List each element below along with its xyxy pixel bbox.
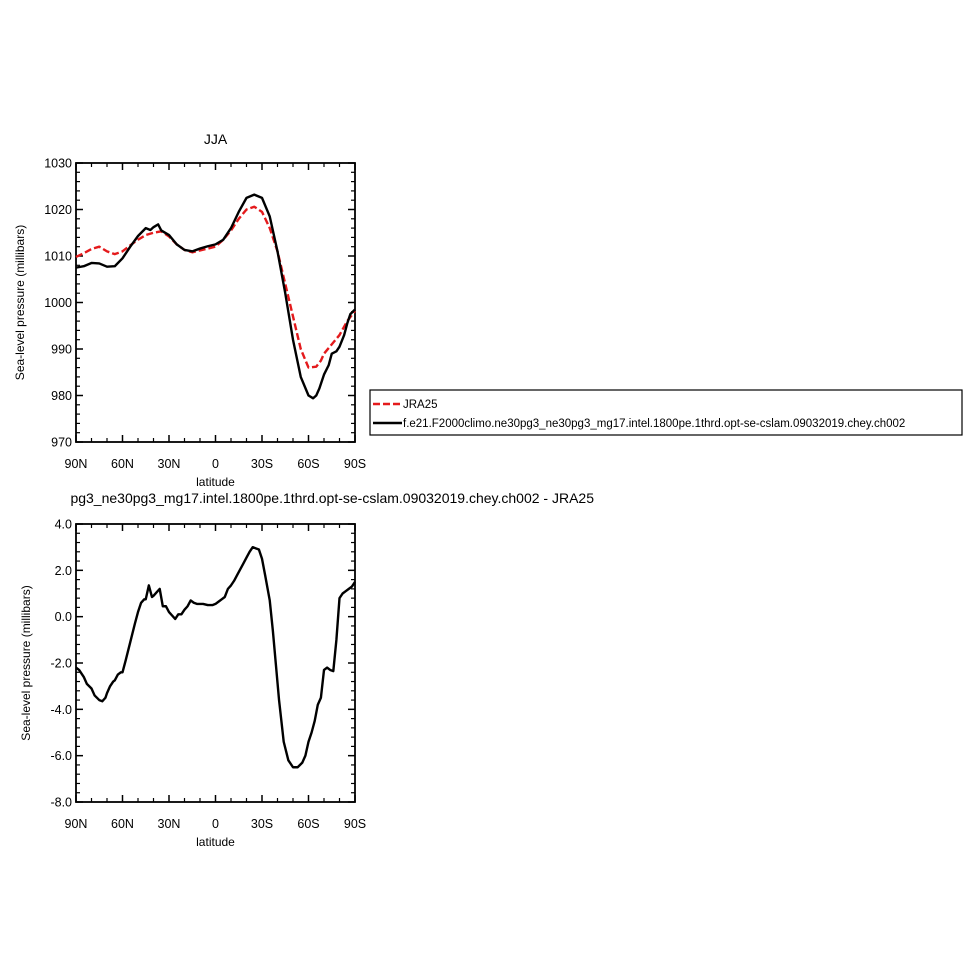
bottom-xtick-label: 30N xyxy=(158,817,181,831)
bottom-ytick-label: -4.0 xyxy=(50,703,72,717)
top-panel-frame xyxy=(75,162,356,443)
top-ytick-label: 1010 xyxy=(44,250,72,264)
legend-label-jra25: JRA25 xyxy=(403,399,438,411)
bottom-series-line-0 xyxy=(75,545,356,769)
bottom-ytick-label: -6.0 xyxy=(50,749,72,763)
bottom-panel-frame xyxy=(75,523,356,803)
top-xtick-label: 60N xyxy=(111,457,134,471)
bottom-ytick-label: 0.0 xyxy=(55,610,72,624)
top-series-line-1 xyxy=(75,193,356,400)
bottom-panel-ticks: 90N 60N 30N 0 30S 60S 90S 4.0 2.0 0.0 -2.0 -4.0 -6.0… xyxy=(50,518,366,832)
bottom-ytick-label: 2.0 xyxy=(55,564,72,578)
top-xtick-label: 60S xyxy=(297,457,319,471)
bottom-panel-title: pg3_ne30pg3_mg17.intel.1800pe.1thrd.opt-… xyxy=(70,490,594,506)
bottom-panel-ylabel: Sea-level pressure (millibars) xyxy=(19,585,33,740)
bottom-xtick-label: 60S xyxy=(297,817,319,831)
top-series-line-0 xyxy=(75,205,356,369)
top-ytick-label: 1020 xyxy=(44,203,72,217)
top-xtick-label: 90S xyxy=(344,457,366,471)
top-panel-ticks: 90N 60N 30N 0 30S 60S 90S 1030 1020 1010 1000 990 98… xyxy=(44,157,366,472)
top-panel-ylabel: Sea-level pressure (millibars) xyxy=(13,225,27,380)
bottom-xtick-label: 90S xyxy=(344,817,366,831)
top-xtick-label: 90N xyxy=(65,457,88,471)
bottom-xtick-label: 30S xyxy=(251,817,273,831)
top-panel-title: JJA xyxy=(204,131,228,147)
bottom-xtick-label: 90N xyxy=(65,817,88,831)
top-panel-xlabel: latitude xyxy=(196,475,235,489)
bottom-panel-xlabel: latitude xyxy=(196,835,235,849)
bottom-panel-series xyxy=(75,545,356,769)
top-panel: JJA 90N 60N 30N 0 30S 60S 90S10301020101010009… xyxy=(13,131,366,489)
bottom-panel: pg3_ne30pg3_mg17.intel.1800pe.1thrd.opt-… xyxy=(19,490,594,849)
top-ytick-label: 1000 xyxy=(44,296,72,310)
legend-box xyxy=(369,389,963,436)
top-ytick-label: 970 xyxy=(51,436,72,450)
top-panel-series xyxy=(75,193,356,400)
bottom-xtick-label: 60N xyxy=(111,817,134,831)
top-xtick-label: 30S xyxy=(251,457,273,471)
bottom-ytick-label: 4.0 xyxy=(55,518,72,532)
top-ytick-label: 1030 xyxy=(44,157,72,171)
legend-label-model: f.e21.F2000climo.ne30pg3_ne30pg3_mg17.in… xyxy=(403,418,905,430)
top-ytick-label: 980 xyxy=(51,389,72,403)
top-xtick-label: 30N xyxy=(158,457,181,471)
top-ytick-label: 990 xyxy=(51,343,72,357)
bottom-ytick-label: -8.0 xyxy=(50,796,72,810)
bottom-ytick-label: -2.0 xyxy=(50,657,72,671)
top-xtick-label: 0 xyxy=(212,457,219,471)
legend: JRA25 f.e21.F2000climo.ne30pg3_ne30pg3_m… xyxy=(369,389,963,436)
bottom-xtick-label: 0 xyxy=(212,817,219,831)
